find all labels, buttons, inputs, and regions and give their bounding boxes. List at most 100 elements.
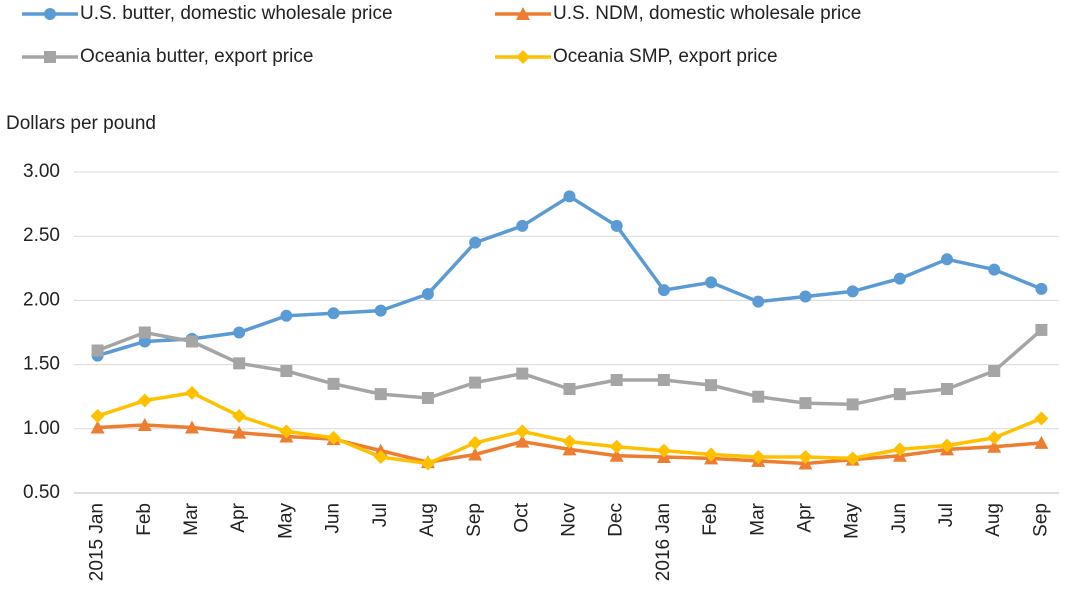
data-point [893, 388, 906, 401]
data-point [90, 408, 105, 423]
data-point [516, 367, 529, 380]
data-point [609, 439, 624, 454]
legend-marker [44, 8, 56, 20]
data-point [138, 326, 151, 339]
data-point [657, 284, 670, 297]
x-tick-label: Feb [700, 503, 721, 536]
data-point [705, 379, 718, 392]
data-point [233, 326, 246, 339]
data-point [609, 448, 624, 462]
data-point [421, 391, 434, 404]
data-point [515, 434, 530, 448]
data-point [799, 290, 812, 303]
y-tick-label: 1.50 [23, 354, 60, 375]
data-point [91, 344, 104, 357]
legend-label: U.S. butter, domestic wholesale price [80, 3, 393, 24]
data-point [893, 272, 906, 285]
data-point [656, 443, 671, 458]
legend-marker [516, 50, 530, 64]
data-point [232, 408, 247, 423]
data-point [752, 390, 765, 403]
x-tick-label: Mar [747, 502, 768, 535]
x-tick-label: 2016 Jan [653, 503, 674, 581]
data-point [279, 424, 294, 439]
legend-label: Oceania butter, export price [80, 46, 313, 67]
legend-label: U.S. NDM, domestic wholesale price [553, 3, 861, 24]
data-point [845, 451, 860, 466]
data-point [515, 424, 530, 439]
data-point [846, 398, 859, 411]
data-point [1034, 411, 1049, 426]
data-point [469, 376, 482, 389]
data-point [469, 236, 482, 249]
y-tick-label: 2.50 [23, 225, 60, 246]
x-tick-label: Jun [889, 503, 910, 534]
data-point [90, 420, 105, 434]
data-point [892, 442, 907, 457]
x-tick-label: Mar [181, 502, 202, 535]
data-point [705, 276, 718, 289]
x-tick-label: Feb [134, 503, 155, 536]
legend-label: Oceania SMP, export price [553, 46, 778, 67]
data-point [374, 388, 387, 401]
data-point [610, 374, 623, 387]
data-point [704, 447, 719, 462]
data-point [327, 377, 340, 390]
data-point [799, 397, 812, 410]
x-tick-label: Jul [370, 503, 391, 527]
legend-marker [516, 7, 530, 20]
data-point [562, 442, 577, 456]
data-point [988, 263, 1001, 276]
data-point [374, 304, 387, 317]
data-point [232, 425, 247, 439]
data-point [941, 253, 954, 266]
data-point [941, 382, 954, 395]
data-point [752, 295, 765, 308]
data-point [1034, 435, 1049, 449]
y-tick-label: 0.50 [23, 482, 60, 503]
data-point [233, 357, 246, 370]
x-tick-label: Jun [323, 503, 344, 534]
x-tick-label: Apr [794, 502, 815, 532]
data-point [184, 385, 199, 400]
legend-marker [44, 51, 56, 63]
x-tick-label: Sep [464, 503, 485, 537]
x-tick-label: May [275, 503, 296, 539]
x-tick-label: Jul [936, 503, 957, 527]
data-point [987, 430, 1002, 445]
data-point [610, 219, 623, 232]
data-point [280, 365, 293, 378]
data-point [798, 450, 813, 465]
data-point [563, 190, 576, 203]
x-tick-label: Dec [606, 503, 627, 537]
data-point [751, 450, 766, 465]
x-tick-label: Apr [228, 502, 249, 532]
data-point [516, 219, 529, 232]
data-point [563, 382, 576, 395]
x-tick-label: 2015 Jan [87, 503, 108, 581]
data-point [280, 309, 293, 322]
data-point [184, 420, 199, 434]
data-point [988, 365, 1001, 378]
x-tick-label: May [842, 503, 863, 539]
y-tick-label: 3.00 [23, 161, 60, 182]
data-point [185, 335, 198, 348]
data-point [137, 393, 152, 408]
data-point [326, 430, 341, 445]
data-point [562, 434, 577, 449]
data-point [137, 417, 152, 431]
x-tick-label: Sep [1030, 503, 1051, 537]
data-point [657, 374, 670, 387]
data-point [421, 287, 434, 300]
data-point [327, 307, 340, 320]
data-point [1035, 282, 1048, 295]
x-tick-label: Nov [559, 503, 580, 537]
data-point [846, 285, 859, 298]
data-point [468, 447, 483, 461]
y-axis-label: Dollars per pound [6, 113, 156, 134]
x-tick-label: Oct [511, 502, 532, 532]
y-tick-label: 1.00 [23, 418, 60, 439]
data-point [468, 435, 483, 450]
data-point [420, 456, 435, 471]
